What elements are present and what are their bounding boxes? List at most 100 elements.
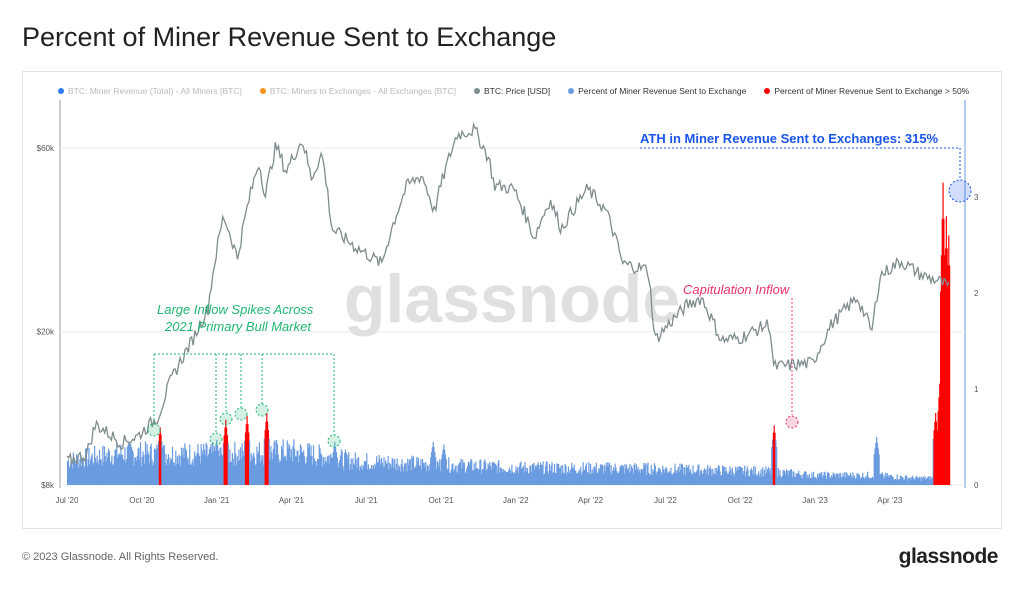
percent-bar [695,471,697,485]
percent-bar [303,450,305,485]
percent-bar [710,469,712,485]
percent-bar [508,467,511,485]
legend-item[interactable]: Percent of Miner Revenue Sent to Exchang… [764,86,969,96]
percent-bar [930,476,932,485]
percent-bar [911,476,913,485]
legend-item[interactable]: BTC: Price [USD] [473,86,550,96]
percent-bar [617,473,619,485]
percent-bar [773,425,775,485]
percent-bar [229,449,231,485]
percent-bar [267,421,269,485]
percent-bar [871,476,874,485]
percent-bar [826,479,828,485]
percent-bar [491,462,493,485]
percent-bar [438,466,440,485]
percent-bar [155,449,157,485]
percent-bar [394,469,397,485]
percent-bar [105,461,107,485]
legend-item[interactable]: BTC: Miners to Exchanges - All Exchanges… [259,86,456,96]
percent-bar [201,450,203,485]
percent-bar [898,479,900,485]
percent-bar [694,471,696,485]
percent-bar [263,438,265,485]
percent-bar [450,469,452,485]
percent-bar [782,470,784,485]
percent-bar [664,468,666,485]
percent-bar [322,457,324,485]
percent-bar [742,474,744,485]
percent-bar [500,467,502,485]
legend-item[interactable]: BTC: Miner Revenue (Total) - All Miners … [58,86,242,96]
percent-bar [535,465,537,485]
percent-bar [265,421,267,485]
percent-bar [119,454,121,485]
percent-bar [333,446,335,485]
spike-marker [234,407,248,421]
percent-bar [730,469,732,485]
percent-bar [628,472,630,485]
percent-bar [118,453,120,485]
percent-bar [146,444,148,485]
percent-bar [924,476,926,485]
percent-bar [567,466,570,485]
percent-bar [199,463,201,485]
percent-bar [597,472,599,485]
percent-bar [521,467,524,485]
percent-bar [636,469,638,485]
percent-bar [846,473,848,485]
percent-bar [312,445,315,485]
percent-bar [733,476,735,485]
percent-bar [490,469,492,485]
percent-bar [358,470,361,485]
percent-bar [705,473,707,485]
percent-bar [645,474,647,485]
percent-bar [894,479,896,485]
percent-bar [494,463,496,485]
percent-bar [791,477,793,485]
percent-bar [483,461,485,485]
percent-bar [608,466,610,485]
percent-bar [482,469,484,485]
percent-bar [654,465,656,485]
percent-bar [821,478,824,485]
percent-bar [850,475,852,485]
percent-bar [149,446,151,485]
percent-bar [446,470,448,485]
percent-bar [896,474,898,485]
percent-bar [380,464,382,485]
percent-bar [872,478,874,485]
y-right-tick: 0 [974,481,979,490]
percent-bar [732,472,734,485]
percent-bar [195,457,197,485]
percent-bar [581,471,583,485]
percent-bar [578,469,580,485]
percent-bar [528,472,530,485]
percent-bar [316,465,318,485]
percent-bar [226,435,229,485]
percent-bar [311,455,313,485]
percent-bar [495,465,497,485]
percent-bar [303,456,306,485]
percent-bar [871,477,873,485]
percent-bar [572,467,574,485]
percent-bar [724,471,726,485]
percent-bar [404,464,406,485]
percent-bar [749,470,752,485]
percent-bar [835,473,838,485]
percent-bar [789,469,792,485]
percent-bar [498,472,501,485]
x-tick: Apr '21 [279,496,305,505]
percent-bar [264,430,266,485]
legend-item[interactable]: Percent of Miner Revenue Sent to Exchang… [568,86,746,96]
percent-bar [608,462,611,485]
percent-bar [248,432,250,485]
percent-bar [867,471,869,485]
percent-bar [808,474,811,485]
percent-bar [143,455,145,485]
percent-bar [310,445,312,485]
percent-bar [320,453,322,485]
percent-bar [621,464,623,485]
y-right-tick: 2 [974,289,979,298]
percent-bar [262,455,264,485]
percent-bar [725,467,727,485]
